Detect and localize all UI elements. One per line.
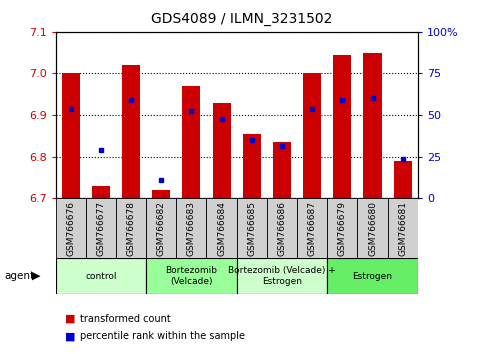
Bar (176, 198, 207, 258)
Text: GSM766680: GSM766680 (368, 201, 377, 256)
Bar (333, 55, 352, 198)
Bar (146, 258, 237, 294)
Text: ▶: ▶ (32, 271, 41, 281)
Bar (237, 258, 327, 294)
Bar (92, 186, 110, 198)
Text: ■: ■ (65, 331, 76, 341)
Text: percentile rank within the sample: percentile rank within the sample (80, 331, 245, 341)
Bar (56, 258, 146, 294)
Bar (357, 198, 388, 258)
Bar (237, 198, 267, 258)
Bar (152, 190, 170, 198)
Text: agent: agent (5, 271, 35, 281)
Bar (303, 74, 321, 198)
Text: GSM766687: GSM766687 (308, 201, 317, 256)
Text: ■: ■ (65, 314, 76, 324)
Bar (327, 198, 357, 258)
Text: GSM766678: GSM766678 (127, 201, 136, 256)
Bar (327, 258, 418, 294)
Bar (62, 74, 80, 198)
Text: control: control (85, 272, 116, 281)
Bar (394, 161, 412, 198)
Text: GSM766682: GSM766682 (156, 201, 166, 256)
Bar (213, 103, 231, 198)
Text: transformed count: transformed count (80, 314, 170, 324)
Text: GSM766677: GSM766677 (96, 201, 105, 256)
Text: GSM766683: GSM766683 (187, 201, 196, 256)
Bar (116, 198, 146, 258)
Bar (56, 198, 86, 258)
Bar (242, 134, 261, 198)
Text: GSM766684: GSM766684 (217, 201, 226, 256)
Bar (297, 198, 327, 258)
Text: Estrogen: Estrogen (353, 272, 393, 281)
Text: GSM766686: GSM766686 (277, 201, 286, 256)
Bar (146, 198, 176, 258)
Text: Bortezomib (Velcade) +
Estrogen: Bortezomib (Velcade) + Estrogen (228, 267, 336, 286)
Bar (86, 198, 116, 258)
Bar (207, 198, 237, 258)
Bar (122, 65, 140, 198)
Bar (267, 198, 297, 258)
Text: Bortezomib
(Velcade): Bortezomib (Velcade) (165, 267, 217, 286)
Text: GSM766685: GSM766685 (247, 201, 256, 256)
Text: GSM766681: GSM766681 (398, 201, 407, 256)
Text: GSM766676: GSM766676 (66, 201, 75, 256)
Text: GDS4089 / ILMN_3231502: GDS4089 / ILMN_3231502 (151, 12, 332, 27)
Text: GSM766679: GSM766679 (338, 201, 347, 256)
Bar (183, 86, 200, 198)
Bar (364, 53, 382, 198)
Bar (388, 198, 418, 258)
Bar (273, 142, 291, 198)
